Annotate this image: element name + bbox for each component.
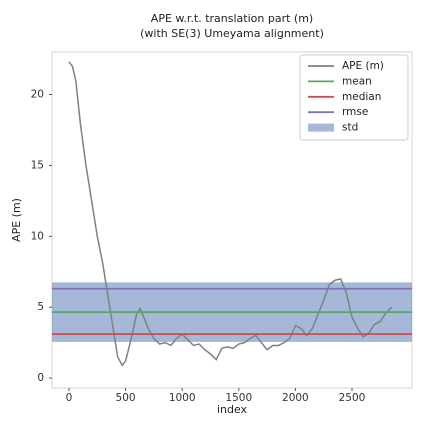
x-tick-label: 2000 — [282, 392, 309, 404]
legend-swatch — [308, 123, 334, 132]
legend-label: mean — [342, 75, 372, 87]
chart-title: APE w.r.t. translation part (m) — [151, 12, 313, 25]
x-tick-label: 2500 — [339, 392, 366, 404]
y-tick-label: 15 — [31, 159, 44, 171]
x-tick-label: 0 — [66, 392, 73, 404]
chart-subtitle: (with SE(3) Umeyama alignment) — [140, 27, 324, 40]
y-tick-label: 0 — [37, 372, 44, 384]
legend-label: median — [342, 91, 381, 103]
x-tick-label: 1500 — [225, 392, 252, 404]
legend-label: std — [342, 122, 358, 134]
y-axis-label: APE (m) — [10, 198, 23, 242]
x-axis-label: index — [217, 403, 248, 416]
legend-box — [299, 54, 409, 141]
x-tick-label: 500 — [116, 392, 136, 404]
data-line — [68, 61, 393, 367]
plot-frame — [51, 51, 413, 389]
legend-label: rmse — [342, 106, 368, 118]
x-tick-label: 1000 — [169, 392, 196, 404]
y-tick-label: 20 — [31, 89, 44, 101]
y-tick-label: 5 — [37, 301, 44, 313]
legend-label: APE (m) — [342, 60, 384, 72]
y-tick-label: 10 — [31, 230, 44, 242]
